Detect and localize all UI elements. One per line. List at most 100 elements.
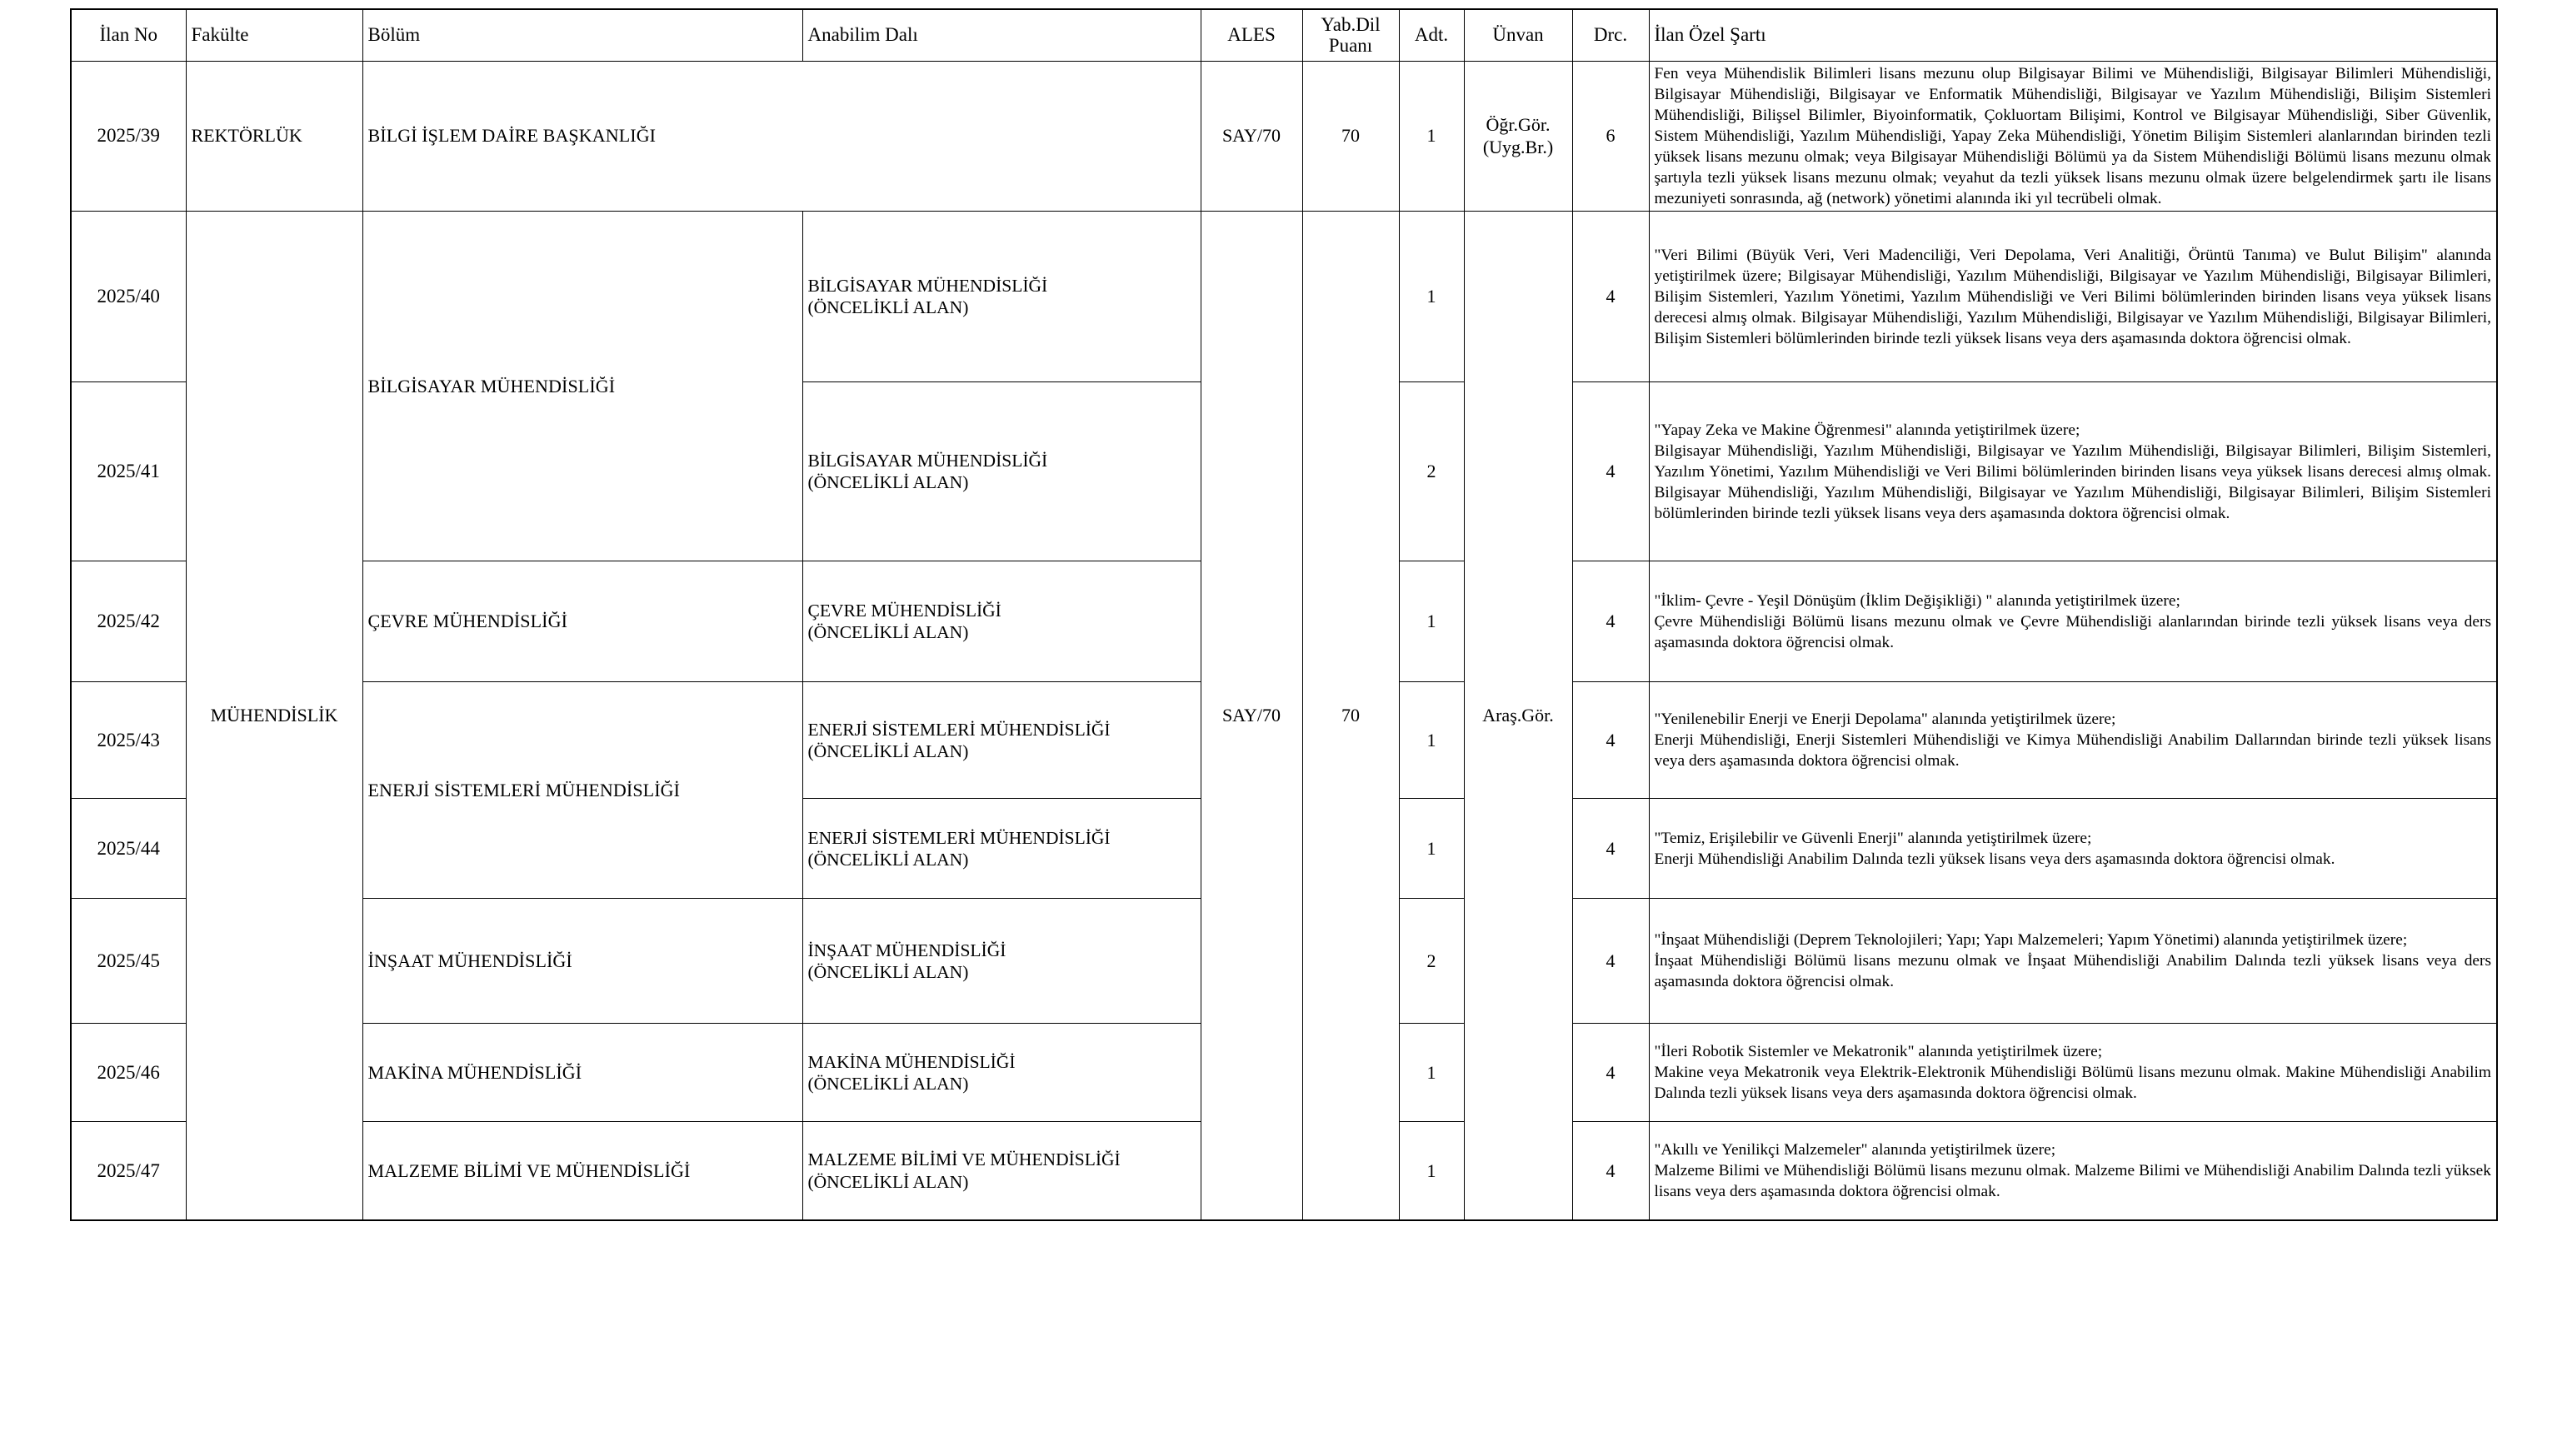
unvan-line2: (Uyg.Br.)	[1482, 137, 1554, 158]
cell-ales: SAY/70	[1200, 60, 1303, 212]
cell-ilan-no: 2025/43	[70, 681, 187, 800]
cell-ilan-ozel-sarti: "İnşaat Mühendisliği (Deprem Teknolojile…	[1648, 898, 2498, 1025]
table-row: 2025/43 ENERJİ SİSTEMLERİ MÜHENDİSLİĞİ E…	[70, 681, 2498, 900]
cell-bolum: MAKİNA MÜHENDİSLİĞİ	[362, 1023, 803, 1123]
header-anabilim-dali: Anabilim Dalı	[802, 8, 1201, 62]
cell-adet: 1	[1398, 1023, 1465, 1123]
table-row: 2025/39 REKTÖRLÜK BİLGİ İŞLEM DAİRE BAŞK…	[70, 60, 2498, 212]
cell-ilan-ozel-sarti: "İleri Robotik Sistemler ve Mekatronik" …	[1648, 1023, 2498, 1123]
cell-anabilim-dali: BİLGİSAYAR MÜHENDİSLİĞİ (ÖNCELİKLİ ALAN)	[802, 211, 1201, 383]
table-row: 2025/47 MALZEME BİLİMİ VE MÜHENDİSLİĞİ M…	[70, 1121, 2498, 1221]
table-header: İlan No Fakülte Bölüm Anabilim Dalı ALES…	[70, 8, 2498, 62]
cell-bolum: İNŞAAT MÜHENDİSLİĞİ	[362, 898, 803, 1025]
table-row: 2025/46 MAKİNA MÜHENDİSLİĞİ MAKİNA MÜHEN…	[70, 1023, 2498, 1123]
cell-anabilim-dali: ENERJİ SİSTEMLERİ MÜHENDİSLİĞİ (ÖNCELİKL…	[802, 681, 1201, 800]
cell-derece: 4	[1571, 1121, 1650, 1221]
cell-anabilim-dali: BİLGİSAYAR MÜHENDİSLİĞİ (ÖNCELİKLİ ALAN)	[802, 381, 1201, 562]
anabilim-line2: (ÖNCELİKLİ ALAN)	[807, 472, 969, 493]
cell-adet: 1	[1398, 60, 1465, 212]
cell-anabilim-dali: MALZEME BİLİMİ VE MÜHENDİSLİĞİ (ÖNCELİKL…	[802, 1121, 1201, 1221]
cell-ilan-no: 2025/39	[70, 60, 187, 212]
table-body: 2025/39 REKTÖRLÜK BİLGİ İŞLEM DAİRE BAŞK…	[70, 60, 2498, 1221]
anabilim-line2: (ÖNCELİKLİ ALAN)	[807, 961, 969, 982]
anabilim-line1: BİLGİSAYAR MÜHENDİSLİĞİ	[807, 276, 1048, 297]
header-fakulte: Fakülte	[185, 8, 363, 62]
anabilim-line2: (ÖNCELİKLİ ALAN)	[807, 297, 969, 318]
cell-derece: 4	[1571, 898, 1650, 1025]
cell-ilan-ozel-sarti: Fen veya Mühendislik Bilimleri lisans me…	[1648, 60, 2498, 212]
anabilim-line2: (ÖNCELİKLİ ALAN)	[807, 740, 969, 761]
cell-ales-merged: SAY/70	[1200, 211, 1303, 1221]
anabilim-line1: ÇEVRE MÜHENDİSLİĞİ	[807, 601, 1001, 621]
unvan-line1: Öğr.Gör.	[1486, 113, 1551, 135]
cell-derece: 4	[1571, 381, 1650, 562]
cell-ilan-ozel-sarti: "Temiz, Erişilebilir ve Güvenli Enerji" …	[1648, 798, 2498, 900]
anabilim-line2: (ÖNCELİKLİ ALAN)	[807, 622, 969, 643]
cell-bolum: ÇEVRE MÜHENDİSLİĞİ	[362, 561, 803, 683]
table-row: 2025/40 MÜHENDİSLİK BİLGİSAYAR MÜHENDİSL…	[70, 211, 2498, 1221]
cell-adet: 2	[1398, 898, 1465, 1025]
ilan-table: İlan No Fakülte Bölüm Anabilim Dalı ALES…	[70, 8, 2498, 1221]
cell-anabilim-dali: MAKİNA MÜHENDİSLİĞİ (ÖNCELİKLİ ALAN)	[802, 1023, 1201, 1123]
cell-ilan-no: 2025/41	[70, 381, 187, 562]
cell-ilan-ozel-sarti: "Akıllı ve Yenilikçi Malzemeler" alanınd…	[1648, 1121, 2498, 1221]
anabilim-line1: MALZEME BİLİMİ VE MÜHENDİSLİĞİ	[807, 1149, 1121, 1170]
anabilim-line2: (ÖNCELİKLİ ALAN)	[807, 1073, 969, 1094]
cell-ilan-ozel-sarti: "İklim- Çevre - Yeşil Dönüşüm (İklim Değ…	[1648, 561, 2498, 683]
cell-anabilim-dali: ÇEVRE MÜHENDİSLİĞİ (ÖNCELİKLİ ALAN)	[802, 561, 1201, 683]
table-row: 2025/45 İNŞAAT MÜHENDİSLİĞİ İNŞAAT MÜHEN…	[70, 898, 2498, 1025]
header-yabdil-line2: Puanı	[1328, 35, 1373, 57]
cell-derece: 4	[1571, 681, 1650, 800]
anabilim-line1: MAKİNA MÜHENDİSLİĞİ	[807, 1051, 1016, 1072]
table-row: 2025/44 ENERJİ SİSTEMLERİ MÜHENDİSLİĞİ (…	[70, 798, 2498, 900]
cell-adet: 1	[1398, 681, 1465, 800]
cell-ilan-no: 2025/45	[70, 898, 187, 1025]
cell-ilan-ozel-sarti: "Veri Bilimi (Büyük Veri, Veri Madencili…	[1648, 211, 2498, 383]
cell-ilan-no: 2025/40	[70, 211, 187, 383]
cell-ilan-no: 2025/47	[70, 1121, 187, 1221]
cell-unvan-merged: Araş.Gör.	[1463, 211, 1573, 1221]
cell-adet: 1	[1398, 1121, 1465, 1221]
cell-ilan-no: 2025/46	[70, 1023, 187, 1123]
cell-derece: 4	[1571, 211, 1650, 383]
cell-ilan-ozel-sarti: "Yenilenebilir Enerji ve Enerji Depolama…	[1648, 681, 2498, 800]
cell-anabilim-dali: ENERJİ SİSTEMLERİ MÜHENDİSLİĞİ (ÖNCELİKL…	[802, 798, 1201, 900]
anabilim-line2: (ÖNCELİKLİ ALAN)	[807, 1171, 969, 1192]
table-row: 2025/41 BİLGİSAYAR MÜHENDİSLİĞİ (ÖNCELİK…	[70, 381, 2498, 562]
header-bolum: Bölüm	[362, 8, 803, 62]
anabilim-line1: BİLGİSAYAR MÜHENDİSLİĞİ	[807, 451, 1048, 471]
header-unvan: Ünvan	[1463, 8, 1573, 62]
cell-yabdil-merged: 70	[1301, 211, 1400, 1221]
cell-unvan: Öğr.Gör. (Uyg.Br.)	[1463, 60, 1573, 212]
cell-yabdil: 70	[1301, 60, 1400, 212]
cell-derece: 6	[1571, 60, 1650, 212]
cell-fakulte: REKTÖRLÜK	[185, 60, 363, 212]
header-yabdil-line1: Yab.Dil	[1321, 13, 1381, 35]
cell-derece: 4	[1571, 561, 1650, 683]
cell-adet: 2	[1398, 381, 1465, 562]
header-derece: Drc.	[1571, 8, 1650, 62]
header-row: İlan No Fakülte Bölüm Anabilim Dalı ALES…	[70, 8, 2498, 62]
cell-anabilim-dali: İNŞAAT MÜHENDİSLİĞİ (ÖNCELİKLİ ALAN)	[802, 898, 1201, 1025]
cell-adet: 1	[1398, 211, 1465, 383]
cell-adet: 1	[1398, 798, 1465, 900]
cell-bolum: MALZEME BİLİMİ VE MÜHENDİSLİĞİ	[362, 1121, 803, 1221]
cell-adet: 1	[1398, 561, 1465, 683]
cell-derece: 4	[1571, 798, 1650, 900]
cell-ilan-no: 2025/42	[70, 561, 187, 683]
cell-fakulte-merged: MÜHENDİSLİK	[185, 211, 363, 1221]
header-adet: Adt.	[1398, 8, 1465, 62]
anabilim-line1: İNŞAAT MÜHENDİSLİĞİ	[807, 940, 1006, 960]
anabilim-line1: ENERJİ SİSTEMLERİ MÜHENDİSLİĞİ	[807, 719, 1111, 740]
cell-bolum-merged: BİLGİSAYAR MÜHENDİSLİĞİ	[362, 211, 803, 562]
header-ilan-no: İlan No	[70, 8, 187, 62]
header-yabdil-puani: Yab.Dil Puanı	[1301, 8, 1400, 62]
anabilim-line1: ENERJİ SİSTEMLERİ MÜHENDİSLİĞİ	[807, 827, 1111, 848]
anabilim-line2: (ÖNCELİKLİ ALAN)	[807, 849, 969, 870]
cell-ilan-ozel-sarti: "Yapay Zeka ve Makine Öğrenmesi" alanınd…	[1648, 381, 2498, 562]
header-ilan-ozel-sarti: İlan Özel Şartı	[1648, 8, 2498, 62]
header-ales: ALES	[1200, 8, 1303, 62]
cell-bolum-merged: ENERJİ SİSTEMLERİ MÜHENDİSLİĞİ	[362, 681, 803, 900]
cell-ilan-no: 2025/44	[70, 798, 187, 900]
